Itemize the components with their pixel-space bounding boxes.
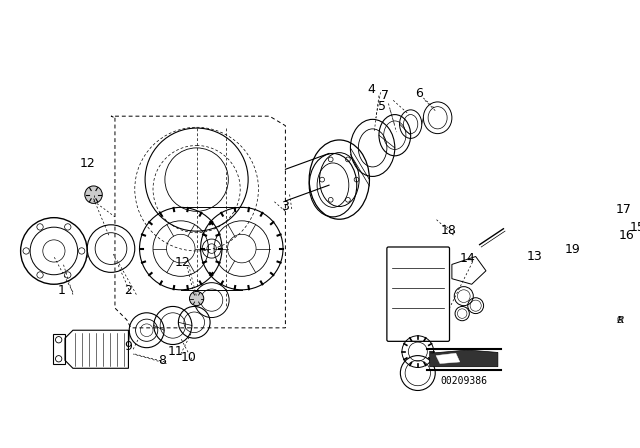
Circle shape bbox=[65, 224, 71, 230]
Text: 5: 5 bbox=[378, 100, 386, 113]
Text: 12: 12 bbox=[175, 255, 190, 268]
Text: 10: 10 bbox=[180, 351, 196, 364]
Text: 17: 17 bbox=[615, 203, 631, 216]
Circle shape bbox=[23, 248, 29, 254]
Circle shape bbox=[189, 291, 204, 306]
Text: 00209386: 00209386 bbox=[440, 376, 487, 386]
Text: ®: ® bbox=[616, 316, 624, 325]
Text: 4: 4 bbox=[367, 83, 375, 96]
Polygon shape bbox=[436, 353, 460, 363]
Bar bbox=[53, 334, 65, 364]
Text: 7: 7 bbox=[381, 89, 389, 102]
Text: 12: 12 bbox=[79, 157, 95, 170]
Text: 11: 11 bbox=[168, 345, 184, 358]
Text: 18: 18 bbox=[441, 224, 457, 237]
Text: 19: 19 bbox=[564, 243, 580, 256]
Text: 8: 8 bbox=[159, 354, 166, 367]
Circle shape bbox=[65, 272, 71, 278]
Text: 2: 2 bbox=[125, 284, 132, 297]
Circle shape bbox=[85, 186, 102, 203]
Text: 16: 16 bbox=[618, 228, 634, 241]
Circle shape bbox=[79, 248, 85, 254]
Text: 6: 6 bbox=[415, 87, 422, 100]
Text: 9: 9 bbox=[125, 340, 132, 353]
Text: 13: 13 bbox=[527, 250, 542, 263]
Text: 1: 1 bbox=[58, 284, 66, 297]
Text: 3: 3 bbox=[282, 200, 289, 213]
Circle shape bbox=[37, 224, 44, 230]
Text: 15: 15 bbox=[630, 221, 640, 234]
Polygon shape bbox=[429, 350, 498, 367]
Circle shape bbox=[37, 272, 44, 278]
Text: R: R bbox=[616, 316, 623, 325]
Text: 14: 14 bbox=[460, 252, 476, 265]
